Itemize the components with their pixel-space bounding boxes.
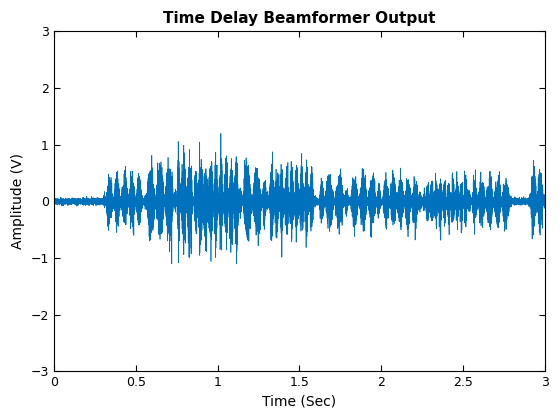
X-axis label: Time (Sec): Time (Sec) (263, 395, 337, 409)
Title: Time Delay Beamformer Output: Time Delay Beamformer Output (163, 11, 436, 26)
Y-axis label: Amplitude (V): Amplitude (V) (11, 153, 25, 249)
